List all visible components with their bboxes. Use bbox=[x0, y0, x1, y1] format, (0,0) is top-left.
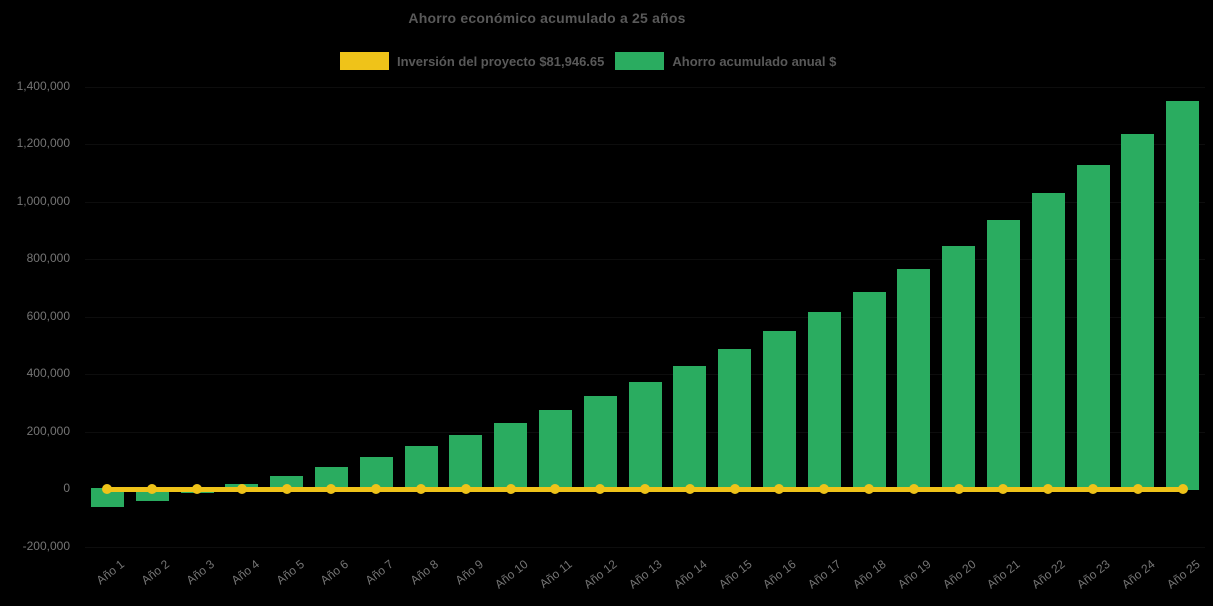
x-axis-label: Año 13 bbox=[626, 557, 665, 592]
bar-año-21 bbox=[987, 220, 1020, 490]
bar-año-16 bbox=[763, 331, 796, 490]
y-axis-tick-label: 1,400,000 bbox=[16, 79, 70, 93]
bar-año-1 bbox=[91, 488, 124, 507]
x-axis-label: Año 16 bbox=[760, 557, 799, 592]
line-marker-dot bbox=[371, 484, 381, 494]
y-axis-tick-label: 200,000 bbox=[26, 424, 70, 438]
x-axis-label: Año 14 bbox=[671, 557, 710, 592]
line-marker-dot bbox=[685, 484, 695, 494]
bar-año-6 bbox=[315, 467, 348, 490]
y-axis-tick-label: 800,000 bbox=[26, 251, 70, 265]
line-marker-dot bbox=[461, 484, 471, 494]
legend-swatch-savings bbox=[615, 52, 665, 70]
x-axis-label: Año 23 bbox=[1074, 557, 1113, 592]
legend-label-savings: Ahorro acumulado anual $ bbox=[672, 53, 837, 69]
bar-año-11 bbox=[539, 410, 572, 490]
legend: Inversión del proyecto $81,946.65 Ahorro… bbox=[340, 52, 836, 70]
x-axis-label: Año 4 bbox=[228, 557, 262, 588]
line-marker-dot bbox=[1088, 484, 1098, 494]
line-marker-dot bbox=[102, 484, 112, 494]
legend-label-investment: Inversión del proyecto $81,946.65 bbox=[397, 53, 605, 69]
gridline bbox=[85, 547, 1205, 548]
x-axis-label: Año 15 bbox=[716, 557, 755, 592]
line-marker-dot bbox=[595, 484, 605, 494]
x-axis-label: Año 6 bbox=[317, 557, 351, 588]
line-marker-dot bbox=[1133, 484, 1143, 494]
x-axis-label: Año 9 bbox=[452, 557, 486, 588]
legend-swatch-investment bbox=[340, 52, 389, 70]
gridline bbox=[85, 374, 1205, 375]
line-marker-dot bbox=[1043, 484, 1053, 494]
x-axis-label: Año 25 bbox=[1164, 557, 1203, 592]
line-marker-dot bbox=[730, 484, 740, 494]
y-axis-tick-label: 600,000 bbox=[26, 309, 70, 323]
bar-año-18 bbox=[853, 292, 886, 490]
legend-item-investment: Inversión del proyecto $81,946.65 bbox=[340, 52, 604, 70]
gridline bbox=[85, 202, 1205, 203]
bar-año-23 bbox=[1077, 165, 1110, 490]
y-axis-tick-label: 1,000,000 bbox=[16, 194, 70, 208]
x-axis-label: Año 12 bbox=[581, 557, 620, 592]
bar-año-13 bbox=[629, 382, 662, 490]
y-axis-tick-label: 1,200,000 bbox=[16, 136, 70, 150]
bar-año-14 bbox=[673, 366, 706, 490]
legend-item-savings: Ahorro acumulado anual $ bbox=[615, 52, 836, 70]
bar-año-20 bbox=[942, 246, 975, 490]
gridline bbox=[85, 144, 1205, 145]
y-axis-tick-label: 0 bbox=[63, 481, 70, 495]
line-marker-dot bbox=[954, 484, 964, 494]
x-axis-label: Año 8 bbox=[407, 557, 441, 588]
bar-año-19 bbox=[897, 269, 930, 490]
bar-año-10 bbox=[494, 423, 527, 490]
x-axis-label: Año 2 bbox=[138, 557, 172, 588]
x-axis-label: Año 18 bbox=[850, 557, 889, 592]
line-marker-dot bbox=[864, 484, 874, 494]
x-axis-label: Año 3 bbox=[183, 557, 217, 588]
bar-año-5 bbox=[270, 476, 303, 490]
line-marker-dot bbox=[326, 484, 336, 494]
line-marker-dot bbox=[774, 484, 784, 494]
x-axis-label: Año 7 bbox=[362, 557, 396, 588]
bar-año-24 bbox=[1121, 134, 1154, 490]
line-marker-dot bbox=[1178, 484, 1188, 494]
line-marker-dot bbox=[640, 484, 650, 494]
line-marker-dot bbox=[237, 484, 247, 494]
x-axis-label: Año 17 bbox=[805, 557, 844, 592]
x-axis-label: Año 24 bbox=[1119, 557, 1158, 592]
line-marker-dot bbox=[416, 484, 426, 494]
bar-año-15 bbox=[718, 349, 751, 490]
x-axis-label: Año 20 bbox=[940, 557, 979, 592]
line-marker-dot bbox=[819, 484, 829, 494]
line-marker-dot bbox=[147, 484, 157, 494]
line-marker-dot bbox=[998, 484, 1008, 494]
x-axis-label: Año 19 bbox=[895, 557, 934, 592]
x-axis-label: Año 10 bbox=[492, 557, 531, 592]
bar-año-25 bbox=[1166, 101, 1199, 490]
y-axis-tick-label: 400,000 bbox=[26, 366, 70, 380]
bar-año-22 bbox=[1032, 193, 1065, 490]
line-marker-dot bbox=[550, 484, 560, 494]
gridline bbox=[85, 317, 1205, 318]
line-marker-dot bbox=[282, 484, 292, 494]
x-axis-label: Año 5 bbox=[273, 557, 307, 588]
x-axis-label: Año 11 bbox=[536, 557, 575, 591]
chart-title: Ahorro económico acumulado a 25 años bbox=[408, 10, 686, 26]
bar-año-9 bbox=[449, 435, 482, 490]
line-marker-dot bbox=[192, 484, 202, 494]
bar-año-17 bbox=[808, 312, 841, 490]
line-marker-dot bbox=[506, 484, 516, 494]
line-marker-dot bbox=[909, 484, 919, 494]
x-axis-label: Año 22 bbox=[1029, 557, 1068, 592]
bar-año-12 bbox=[584, 396, 617, 490]
gridline bbox=[85, 259, 1205, 260]
x-axis-label: Año 1 bbox=[93, 557, 127, 588]
bar-año-8 bbox=[405, 446, 438, 490]
gridline bbox=[85, 87, 1205, 88]
x-axis-label: Año 21 bbox=[984, 557, 1023, 592]
y-axis-tick-label: -200,000 bbox=[22, 539, 70, 553]
